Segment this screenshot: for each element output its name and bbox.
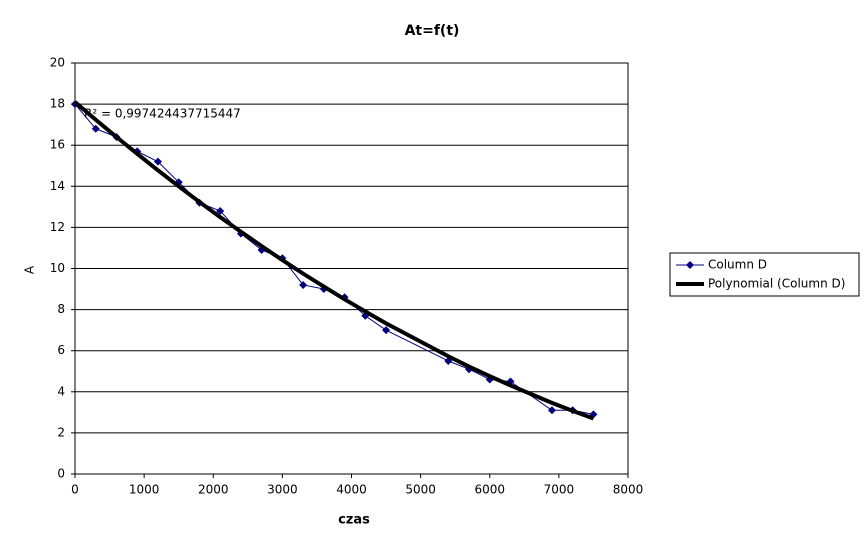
legend-label: Column D xyxy=(708,258,767,272)
marker xyxy=(299,280,308,289)
x-tick-label: 8000 xyxy=(613,483,644,497)
legend-marker xyxy=(686,261,694,269)
x-tick-label: 3000 xyxy=(267,483,298,497)
legend-label: Polynomial (Column D) xyxy=(708,277,845,291)
marker xyxy=(216,206,225,215)
x-axis-label: czas xyxy=(338,513,370,528)
y-tick-label: 4 xyxy=(57,384,65,398)
x-tick-label: 2000 xyxy=(198,483,229,497)
y-tick-label: 2 xyxy=(57,425,65,439)
x-tick-label: 4000 xyxy=(336,483,367,497)
chart-title: At=f(t) xyxy=(405,23,460,39)
y-axis-label: A xyxy=(23,265,37,274)
x-tick-label: 1000 xyxy=(129,483,160,497)
y-tick-label: 18 xyxy=(50,97,65,111)
marker xyxy=(91,124,100,133)
y-tick-label: 10 xyxy=(50,261,65,275)
y-tick-label: 0 xyxy=(57,467,65,481)
annotation: R² = 0,997424437715447 xyxy=(84,107,241,121)
legend-entries: Column D Polynomial (Column D) xyxy=(676,258,845,291)
marker xyxy=(382,326,391,335)
x-tick-label: 0 xyxy=(71,483,79,497)
plot-area xyxy=(71,62,629,478)
x-tick-label: 6000 xyxy=(474,483,505,497)
marker xyxy=(547,406,556,415)
y-tick-label: 20 xyxy=(50,56,65,70)
marker xyxy=(153,157,162,166)
x-tick-label: 5000 xyxy=(405,483,436,497)
series-line xyxy=(74,103,594,415)
y-tick-label: 14 xyxy=(50,179,65,193)
x-tick-label: 7000 xyxy=(544,483,575,497)
y-tick-label: 8 xyxy=(57,302,65,316)
legend xyxy=(669,252,860,297)
y-tick-label: 12 xyxy=(50,220,65,234)
trend-line xyxy=(73,100,595,421)
y-tick-label: 6 xyxy=(57,343,65,357)
y-tick-label: 16 xyxy=(50,138,65,152)
